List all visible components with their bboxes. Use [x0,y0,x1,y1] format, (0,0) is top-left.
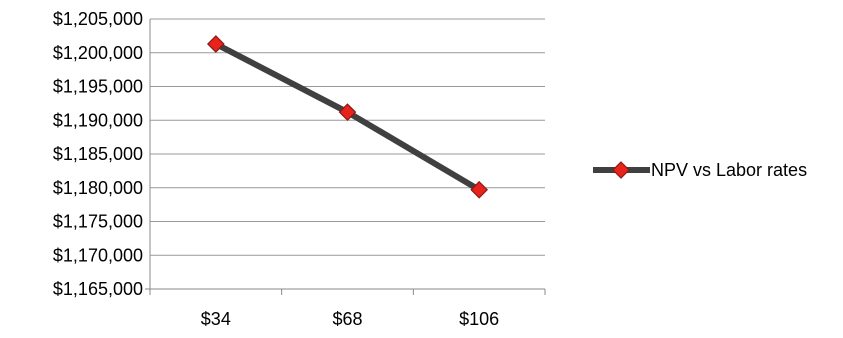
x-tick-label: $106 [459,309,499,329]
series-markers [206,35,489,199]
y-tick-label: $1,170,000 [53,245,143,265]
legend: NPV vs Labor rates [593,160,807,180]
y-tick-label: $1,165,000 [53,279,143,299]
legend-marker-swatch [612,161,630,179]
y-tick-label: $1,195,000 [53,77,143,97]
data-point-marker [470,180,489,199]
y-axis-tick-labels: $1,165,000 $1,170,000 $1,175,000 $1,180,000… [53,9,143,299]
gridlines [150,18,545,256]
x-tick-label: $34 [201,309,231,329]
x-tick-label: $68 [332,309,362,329]
y-tick-label: $1,190,000 [53,110,143,130]
data-point-marker [206,35,225,53]
y-tick-label: $1,185,000 [53,144,143,164]
y-tick-label: $1,175,000 [53,212,143,232]
axes [145,19,546,295]
x-axis-tick-labels: $34 $68 $106 [201,309,499,329]
data-point-marker [338,103,357,121]
y-tick-label: $1,205,000 [53,9,143,29]
y-tick-label: $1,180,000 [53,178,143,198]
legend-label: NPV vs Labor rates [651,160,807,180]
y-tick-label: $1,200,000 [53,43,143,63]
